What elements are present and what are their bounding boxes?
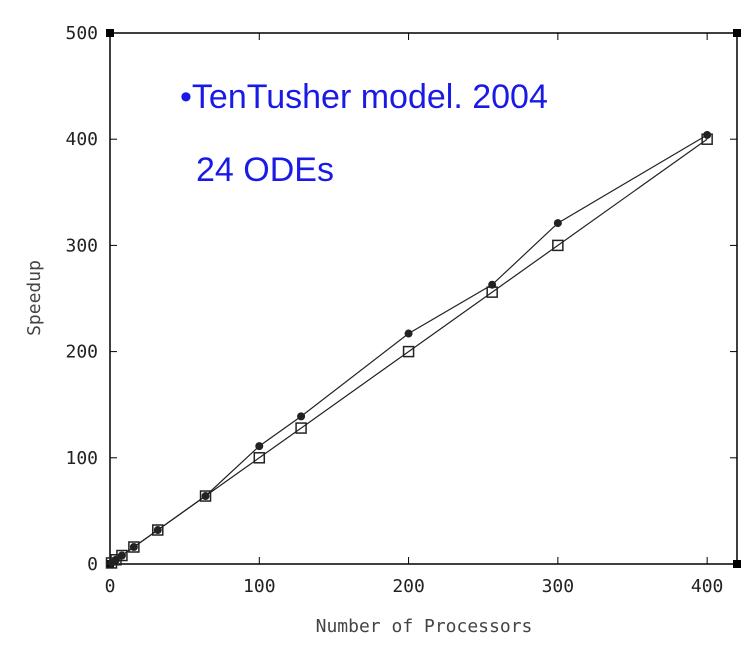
y-tick-label: 500	[65, 23, 98, 44]
x-tick-label: 0	[105, 576, 116, 597]
series-2	[105, 133, 713, 569]
series-2-point	[128, 541, 140, 553]
y-tick-label: 100	[65, 448, 98, 469]
tick-labels: 0 100 200 300 400 0 100 200 300 400 500	[65, 23, 723, 597]
series-2-point	[253, 452, 266, 464]
series-2-point	[701, 133, 713, 145]
series-2-point	[552, 239, 564, 252]
annotation-model: •TenTusher model. 2004	[180, 78, 548, 116]
x-tick-label: 100	[243, 576, 276, 597]
x-tick-label: 400	[691, 576, 724, 597]
series-1-point	[703, 130, 712, 139]
series-2-point	[116, 549, 128, 562]
series-1-point	[297, 412, 306, 421]
series-1-point	[255, 442, 264, 451]
x-tick-label: 200	[392, 576, 425, 597]
series-1-point	[553, 219, 562, 228]
series-2-point	[295, 422, 307, 434]
series-2-point	[199, 490, 212, 502]
y-tick-label: 300	[65, 235, 98, 256]
x-axis-title: Number of Processors	[316, 616, 533, 637]
x-tick-label: 300	[542, 576, 575, 597]
y-axis-title: Speedup	[24, 260, 45, 336]
series-2-point	[486, 286, 498, 298]
y-tick-label: 0	[87, 554, 98, 575]
series-2-point	[152, 524, 164, 536]
y-tick-label: 200	[65, 342, 98, 363]
y-tick-label: 400	[65, 129, 98, 150]
series-layer	[105, 130, 713, 569]
series-2-point	[402, 345, 415, 358]
series-2-point	[110, 554, 122, 566]
plot-frame	[109, 32, 738, 565]
annotation-odes: 24 ODEs	[196, 151, 334, 189]
series-1-point	[404, 329, 413, 338]
